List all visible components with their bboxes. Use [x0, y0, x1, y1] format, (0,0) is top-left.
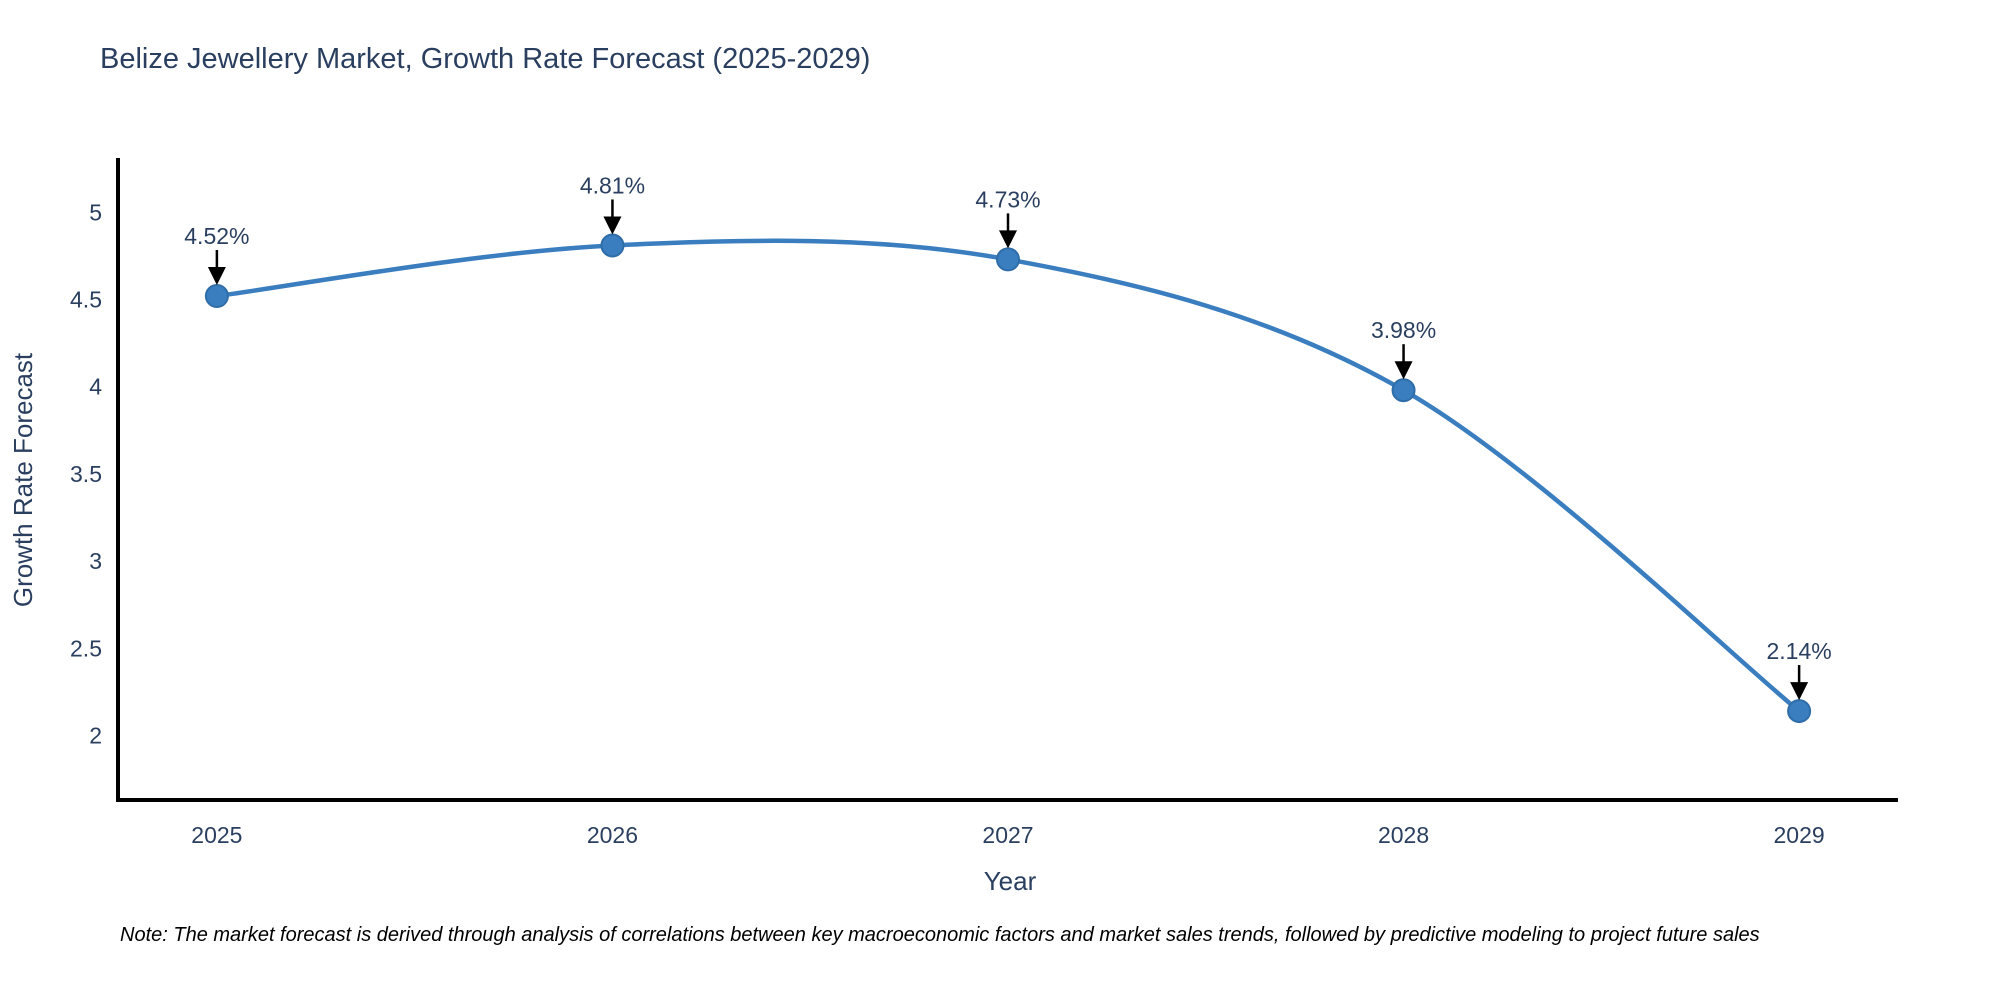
annotation-arrowhead-icon [1790, 682, 1809, 701]
x-tick-label: 2026 [587, 822, 638, 848]
y-tick-label: 2 [89, 722, 102, 748]
x-tick-label: 2025 [191, 822, 242, 848]
x-tick-label: 2028 [1378, 822, 1429, 848]
annotation-arrowhead-icon [207, 267, 226, 286]
data-annotations: 4.52% 4.81% 4.73% 3.98% 2.14% [184, 172, 1832, 701]
y-tick-label: 5 [89, 199, 102, 225]
annotation-arrowhead-icon [1394, 361, 1413, 380]
y-tick-labels: 2 2.5 3 3.5 4 4.5 5 [70, 199, 102, 748]
series-growth-rate [204, 233, 1812, 724]
y-tick-label: 3.5 [70, 461, 102, 487]
annotation-arrowhead-icon [603, 216, 622, 235]
data-point-label: 4.52% [184, 223, 249, 249]
data-point-marker[interactable] [600, 233, 625, 258]
footnote: Note: The market forecast is derived thr… [120, 924, 1760, 946]
data-point-marker[interactable] [1391, 378, 1416, 403]
x-tick-labels: 2025 2026 2027 2028 2029 [191, 822, 1824, 848]
series-line [214, 238, 1802, 714]
data-point-label: 3.98% [1371, 317, 1436, 343]
data-point-marker[interactable] [204, 284, 229, 309]
x-tick-label: 2027 [982, 822, 1033, 848]
chart-title: Belize Jewellery Market, Growth Rate For… [100, 43, 870, 75]
data-point-marker[interactable] [1787, 699, 1812, 724]
y-tick-label: 2.5 [70, 635, 102, 661]
y-tick-label: 4 [89, 374, 102, 400]
data-point-marker[interactable] [996, 247, 1020, 272]
data-point-label: 4.81% [580, 172, 645, 198]
x-axis-title: Year [984, 866, 1037, 896]
annotation-arrowhead-icon [999, 230, 1017, 249]
y-tick-label: 4.5 [70, 287, 102, 313]
y-tick-label: 3 [89, 548, 102, 574]
data-point-label: 2.14% [1767, 638, 1832, 664]
y-axis-title: Growth Rate Forecast [8, 352, 38, 607]
x-tick-label: 2029 [1774, 822, 1825, 848]
data-point-label: 4.73% [975, 186, 1040, 212]
